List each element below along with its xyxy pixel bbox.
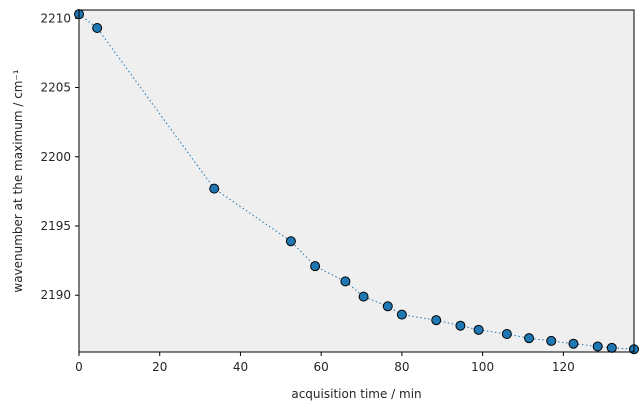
data-point (568, 338, 579, 349)
x-tick-label: 80 (394, 360, 409, 374)
data-point (285, 236, 296, 247)
plot-frame (78, 9, 635, 353)
x-tick-label: 20 (152, 360, 167, 374)
data-point (592, 341, 603, 352)
data-point (546, 335, 557, 346)
data-points (74, 9, 639, 355)
data-point (396, 309, 407, 320)
y-tick-label: 2190 (40, 288, 71, 302)
x-axis-label: acquisition time / min (291, 387, 421, 401)
data-point (310, 261, 321, 272)
data-point (473, 324, 484, 335)
y-tick-label: 2210 (40, 11, 71, 25)
x-tick-label: 40 (233, 360, 248, 374)
data-point (501, 329, 512, 339)
y-axis-label: wavenumber at the maximum / cm⁻¹ (11, 69, 25, 292)
plot-area (79, 10, 634, 352)
data-point (606, 342, 617, 353)
data-point (455, 320, 466, 331)
x-tick-label: 100 (471, 360, 494, 374)
y-tick-label: 2205 (40, 81, 71, 95)
x-tick-label: 120 (552, 360, 575, 374)
data-point (358, 291, 369, 302)
data-point (382, 301, 393, 312)
data-point (340, 276, 351, 287)
data-point (431, 315, 442, 326)
y-tick-label: 2195 (40, 219, 71, 233)
axis-ticks: 0 20 40 60 80 100 120 2190 2195 2200 2205 2210 (40, 11, 574, 374)
x-tick-label: 0 (75, 360, 83, 374)
data-point (92, 23, 103, 33)
y-tick-label: 2200 (40, 150, 71, 164)
x-tick-label: 60 (314, 360, 329, 374)
data-point (524, 333, 535, 344)
data-point (209, 183, 220, 194)
